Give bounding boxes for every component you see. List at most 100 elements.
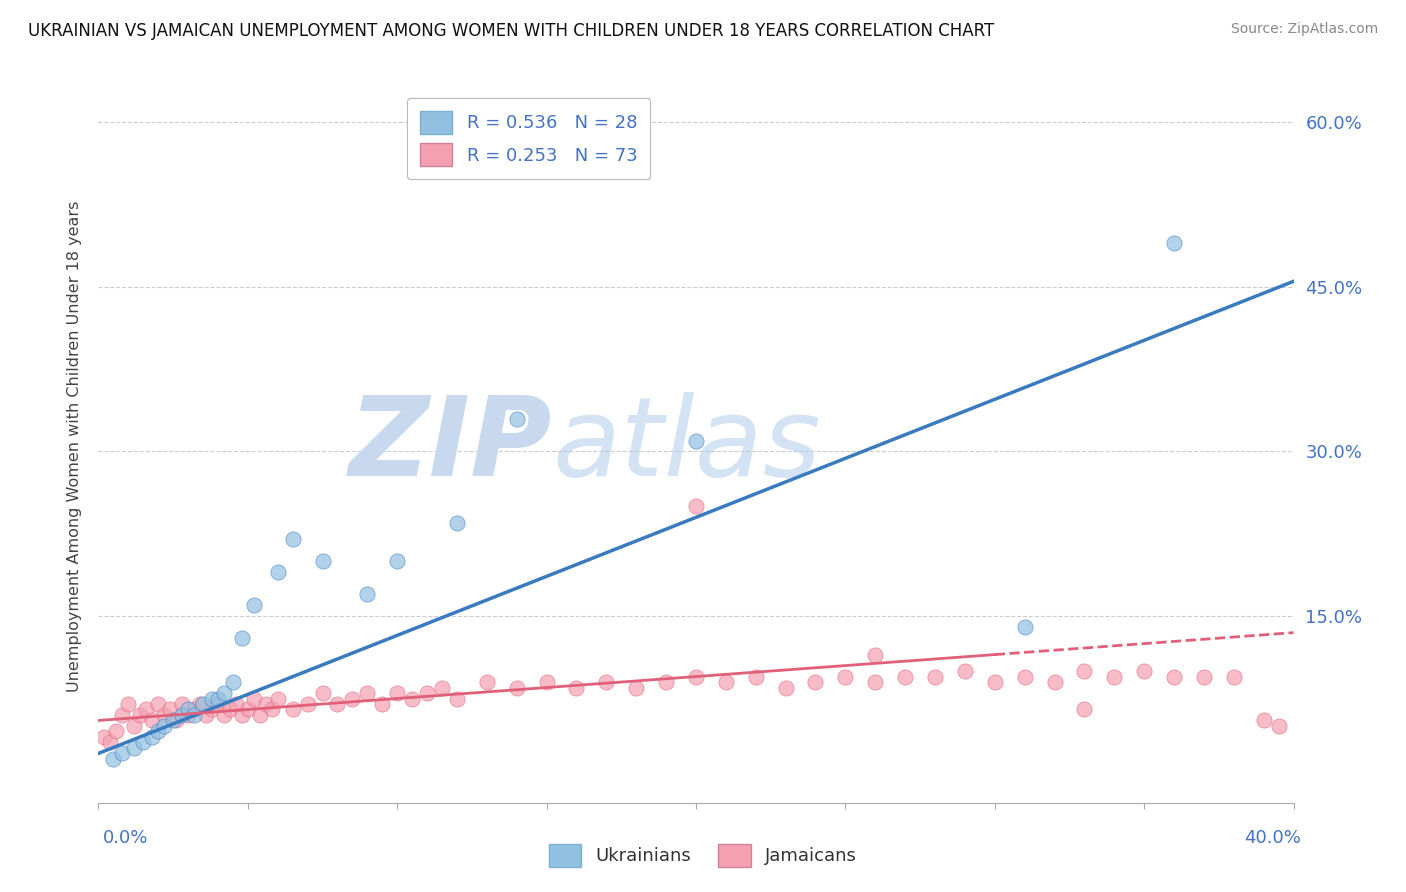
- Point: [249, 708, 271, 723]
- Point: [1133, 664, 1156, 678]
- Point: [111, 747, 134, 761]
- Point: [311, 686, 333, 700]
- Point: [1163, 235, 1185, 250]
- Point: [148, 724, 170, 739]
- Text: 0.0%: 0.0%: [103, 829, 148, 847]
- Point: [105, 724, 128, 739]
- Point: [685, 500, 707, 514]
- Point: [371, 697, 394, 711]
- Point: [356, 686, 378, 700]
- Point: [311, 554, 333, 568]
- Point: [165, 714, 187, 728]
- Point: [506, 681, 529, 695]
- Point: [281, 702, 304, 716]
- Point: [201, 702, 224, 716]
- Point: [775, 681, 797, 695]
- Point: [177, 708, 200, 723]
- Point: [207, 697, 229, 711]
- Legend: Ukrainians, Jamaicans: Ukrainians, Jamaicans: [541, 837, 865, 874]
- Point: [236, 702, 259, 716]
- Point: [162, 714, 184, 728]
- Point: [894, 669, 917, 683]
- Point: [103, 752, 125, 766]
- Point: [655, 675, 678, 690]
- Text: 40.0%: 40.0%: [1244, 829, 1301, 847]
- Point: [401, 691, 423, 706]
- Point: [297, 697, 319, 711]
- Point: [1163, 669, 1185, 683]
- Point: [953, 664, 976, 678]
- Point: [1223, 669, 1246, 683]
- Point: [222, 675, 245, 690]
- Point: [207, 691, 229, 706]
- Point: [685, 434, 707, 448]
- Point: [983, 675, 1005, 690]
- Point: [243, 598, 266, 612]
- Point: [1192, 669, 1215, 683]
- Point: [201, 691, 224, 706]
- Point: [714, 675, 737, 690]
- Point: [132, 735, 155, 749]
- Point: [1073, 664, 1095, 678]
- Point: [129, 708, 152, 723]
- Point: [188, 697, 211, 711]
- Point: [148, 697, 170, 711]
- Point: [243, 691, 266, 706]
- Text: atlas: atlas: [553, 392, 821, 500]
- Point: [865, 675, 887, 690]
- Text: ZIP: ZIP: [349, 392, 553, 500]
- Point: [1043, 675, 1066, 690]
- Point: [1253, 714, 1275, 728]
- Point: [865, 648, 887, 662]
- Point: [267, 566, 290, 580]
- Point: [191, 697, 214, 711]
- Point: [212, 708, 235, 723]
- Point: [231, 708, 253, 723]
- Point: [183, 702, 205, 716]
- Point: [416, 686, 439, 700]
- Point: [98, 735, 122, 749]
- Point: [111, 708, 134, 723]
- Point: [475, 675, 498, 690]
- Point: [159, 702, 181, 716]
- Point: [446, 516, 468, 530]
- Point: [446, 691, 468, 706]
- Point: [212, 686, 235, 700]
- Point: [260, 702, 283, 716]
- Point: [117, 697, 139, 711]
- Point: [536, 675, 558, 690]
- Point: [93, 730, 115, 744]
- Point: [624, 681, 647, 695]
- Point: [506, 411, 529, 425]
- Legend: R = 0.536   N = 28, R = 0.253   N = 73: R = 0.536 N = 28, R = 0.253 N = 73: [408, 98, 650, 179]
- Point: [685, 669, 707, 683]
- Point: [1014, 669, 1036, 683]
- Point: [153, 708, 176, 723]
- Point: [745, 669, 768, 683]
- Point: [595, 675, 617, 690]
- Point: [804, 675, 827, 690]
- Point: [254, 697, 277, 711]
- Point: [342, 691, 364, 706]
- Point: [124, 719, 146, 733]
- Point: [356, 587, 378, 601]
- Point: [183, 708, 205, 723]
- Point: [231, 631, 253, 645]
- Point: [385, 554, 409, 568]
- Point: [385, 686, 409, 700]
- Point: [565, 681, 588, 695]
- Point: [430, 681, 453, 695]
- Point: [172, 697, 194, 711]
- Point: [172, 708, 194, 723]
- Point: [135, 702, 157, 716]
- Y-axis label: Unemployment Among Women with Children Under 18 years: Unemployment Among Women with Children U…: [66, 201, 82, 691]
- Point: [834, 669, 856, 683]
- Point: [141, 714, 163, 728]
- Point: [281, 533, 304, 547]
- Text: Source: ZipAtlas.com: Source: ZipAtlas.com: [1230, 22, 1378, 37]
- Point: [1104, 669, 1126, 683]
- Point: [194, 708, 218, 723]
- Point: [177, 702, 200, 716]
- Point: [141, 730, 163, 744]
- Point: [267, 691, 290, 706]
